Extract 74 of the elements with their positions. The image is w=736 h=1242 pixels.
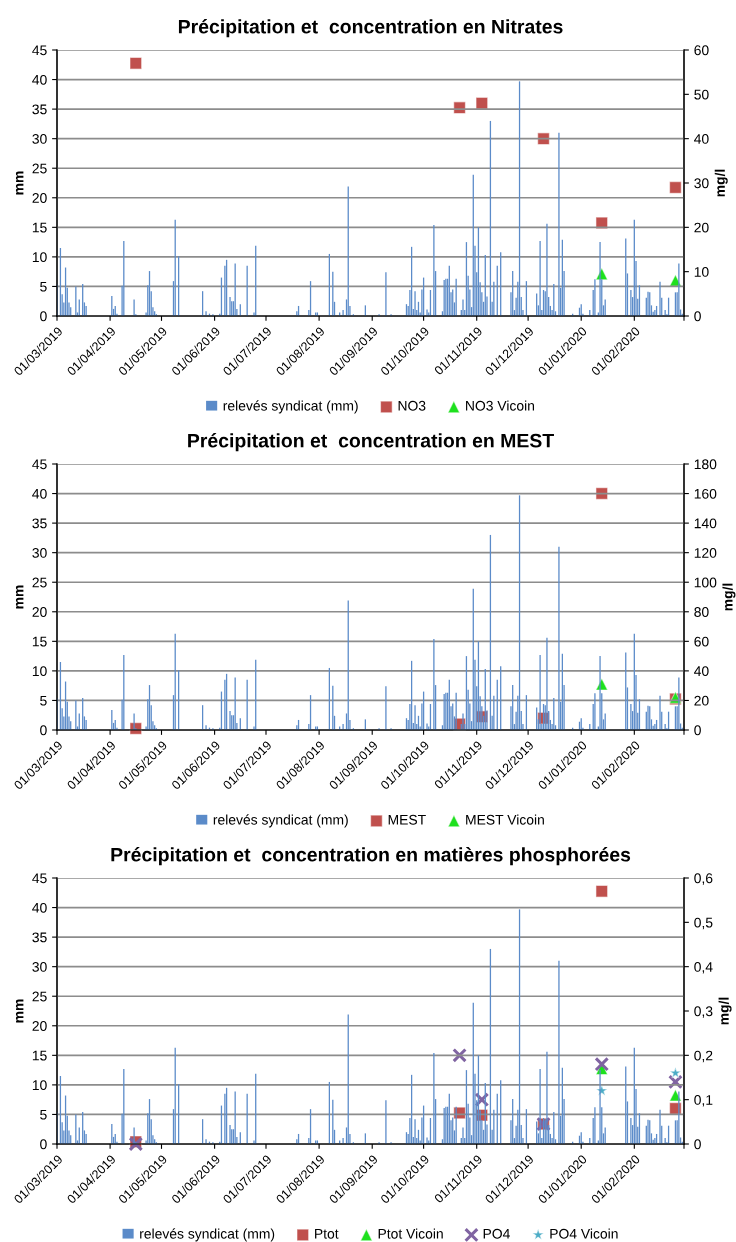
y-tick-label: 20 — [32, 607, 47, 617]
legend-label: Ptot Vicoin — [378, 1228, 443, 1239]
y-tick-label: 5 — [40, 1109, 47, 1120]
y-tick-label: 35 — [32, 104, 47, 115]
y-tick-label: 15 — [32, 1050, 47, 1061]
y-tick-label: 5 — [40, 281, 47, 292]
y-tick-label: 15 — [32, 636, 47, 647]
y-axis-title: mm — [15, 171, 24, 195]
y2-tick-label: 100 — [694, 577, 717, 588]
y2-tick-label: 0,4 — [694, 962, 713, 974]
legend-label: MEST — [388, 814, 426, 825]
y2-tick-label: 60 — [694, 636, 709, 647]
y-tick-label: 10 — [32, 666, 47, 677]
legend-label: NO3 — [398, 400, 426, 411]
y2-tick-label: 20 — [694, 695, 709, 706]
y-tick-label: 35 — [32, 932, 47, 943]
legend-label: Ptot — [315, 1228, 339, 1239]
y-tick-label: 5 — [40, 695, 47, 706]
chart-title: Précipitation et concentration en Nitrates — [178, 19, 563, 38]
y2-tick-label: 0 — [694, 725, 701, 736]
y-tick-label: 25 — [32, 991, 47, 1002]
y2-tick-label: 0,3 — [694, 1006, 713, 1018]
y2-axis-title: mg/l — [714, 169, 728, 197]
y-axis-title: mm — [15, 999, 24, 1023]
y-tick-label: 40 — [32, 902, 47, 913]
y2-tick-label: 40 — [694, 134, 709, 144]
y2-tick-label: 10 — [694, 267, 709, 277]
y2-tick-label: 30 — [694, 178, 709, 189]
y2-tick-label: 180 — [694, 459, 717, 470]
y-tick-label: 0 — [40, 1139, 47, 1150]
y2-tick-label: 120 — [694, 548, 717, 558]
y-tick-label: 30 — [32, 548, 47, 558]
y2-tick-label: 140 — [694, 518, 717, 529]
y-tick-label: 35 — [32, 518, 47, 529]
y2-tick-label: 160 — [694, 488, 717, 499]
y-tick-label: 40 — [32, 488, 47, 499]
chart-title: Précipitation et concentration en matières phosphorées — [111, 847, 631, 866]
y2-tick-label: 50 — [694, 89, 709, 100]
y-tick-label: 15 — [32, 222, 47, 233]
legend-label: relevés syndicat (mm) — [223, 400, 358, 414]
y2-tick-label: 0 — [694, 311, 701, 322]
y2-tick-label: 0,6 — [694, 873, 713, 885]
y-tick-label: 20 — [32, 1021, 47, 1031]
y-tick-label: 0 — [40, 311, 47, 322]
y2-tick-label: 40 — [694, 666, 709, 677]
y2-axis-title: mg/l — [718, 997, 732, 1025]
y-tick-label: 45 — [32, 873, 47, 884]
legend-label: relevés syndicat (mm) — [213, 814, 348, 828]
y-tick-label: 0 — [40, 725, 47, 736]
y-tick-label: 45 — [32, 459, 47, 470]
legend-label: PO4 — [483, 1228, 510, 1239]
y-tick-label: 10 — [32, 252, 47, 263]
y2-tick-label: 0,2 — [694, 1050, 713, 1063]
y-tick-label: 30 — [32, 134, 47, 144]
y2-tick-label: 0,5 — [694, 917, 713, 930]
y-tick-label: 25 — [32, 577, 47, 588]
y-tick-label: 25 — [32, 163, 47, 174]
y2-tick-label: 60 — [694, 45, 709, 56]
legend-label: NO3 Vicoin — [466, 400, 535, 411]
legend-label: PO4 Vicoin — [550, 1228, 618, 1239]
y2-tick-label: 20 — [694, 222, 709, 233]
legend-label: MEST Vicoin — [466, 814, 544, 825]
y-axis-title: mm — [15, 585, 24, 609]
y-tick-label: 45 — [32, 45, 47, 56]
y-tick-label: 10 — [32, 1080, 47, 1091]
y-tick-label: 40 — [32, 74, 47, 85]
y2-tick-label: 80 — [694, 607, 709, 617]
y2-tick-label: 0,1 — [694, 1095, 713, 1107]
legend-label: relevés syndicat (mm) — [140, 1228, 275, 1242]
chart-title: Précipitation et concentration en MEST — [188, 433, 554, 452]
y-tick-label: 20 — [32, 193, 47, 203]
y-tick-label: 30 — [32, 962, 47, 972]
y2-axis-title: mg/l — [722, 583, 736, 611]
y2-tick-label: 0 — [694, 1139, 701, 1150]
